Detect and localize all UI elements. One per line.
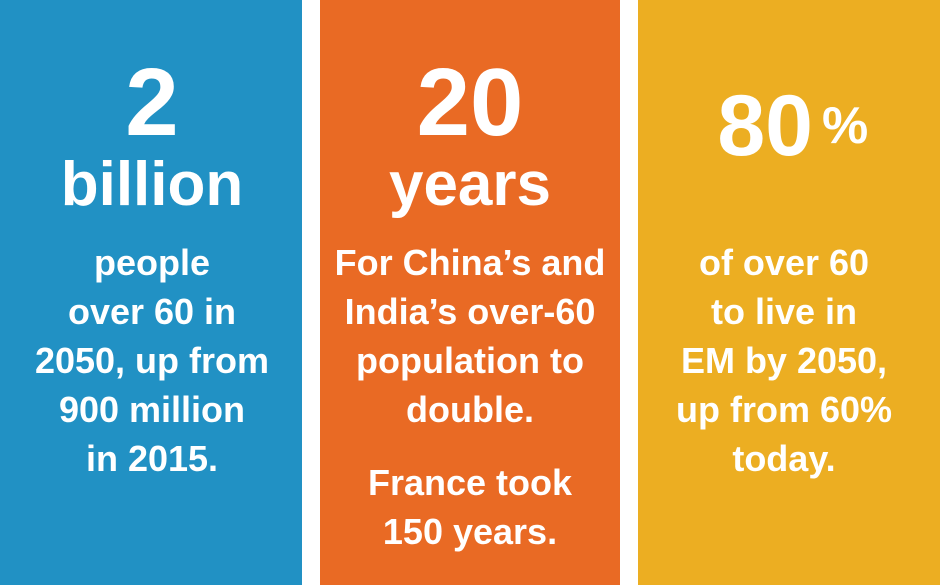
unit: years <box>389 150 551 219</box>
body-line: in 2015. <box>86 438 218 479</box>
body-line: over 60 in <box>68 291 236 332</box>
body-line: today. <box>732 438 835 479</box>
body-line: up from 60% <box>676 389 892 430</box>
big-number: 80 <box>717 78 813 174</box>
unit: % <box>822 97 868 155</box>
body-line: India’s over-60 <box>345 291 596 332</box>
body-line: 2050, up from <box>35 340 269 381</box>
body-line: to live in <box>711 291 857 332</box>
unit: billion <box>61 150 244 219</box>
panel-background <box>638 0 940 585</box>
big-number: 20 <box>417 49 524 156</box>
panel-background <box>0 0 302 585</box>
body-line: France took <box>368 462 573 503</box>
body-line: For China’s and <box>335 242 606 283</box>
body-line: 900 million <box>59 389 245 430</box>
body-line: people <box>94 242 210 283</box>
body-line: population to <box>356 340 584 381</box>
body-line: of over 60 <box>699 242 869 283</box>
panel-background <box>320 0 620 585</box>
big-number: 2 <box>125 49 178 156</box>
body-line: 150 years. <box>383 511 557 552</box>
body-line: EM by 2050, <box>681 340 887 381</box>
body-line: double. <box>406 389 534 430</box>
